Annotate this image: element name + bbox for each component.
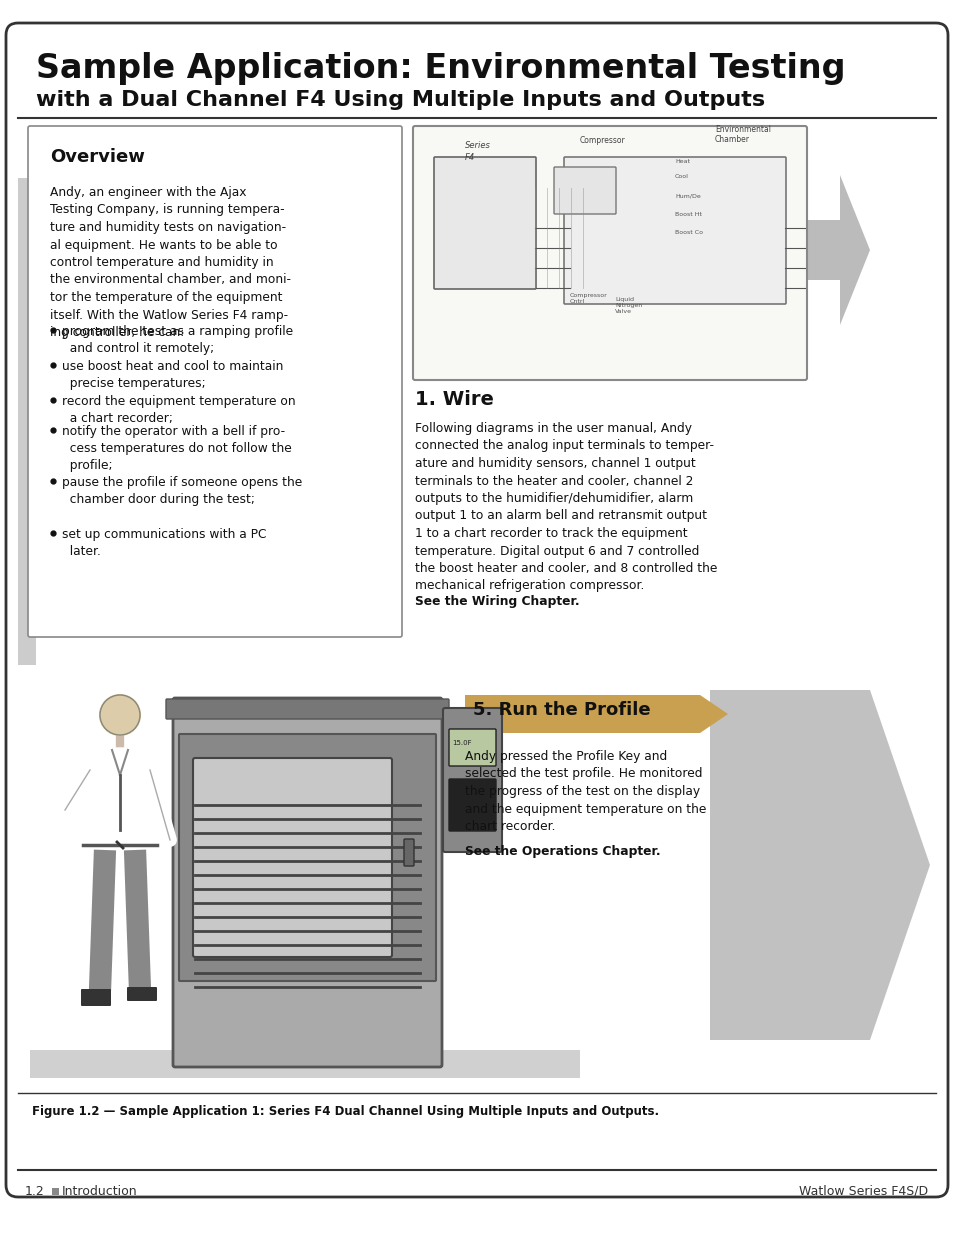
FancyBboxPatch shape — [434, 157, 536, 289]
Text: 1.2: 1.2 — [25, 1186, 45, 1198]
Text: Andy, an engineer with the Ajax
Testing Company, is running tempera-
ture and hu: Andy, an engineer with the Ajax Testing … — [50, 186, 291, 338]
Text: Compressor
Cntrl: Compressor Cntrl — [569, 293, 607, 304]
Text: 15.0F: 15.0F — [452, 740, 471, 746]
FancyBboxPatch shape — [449, 729, 496, 766]
FancyBboxPatch shape — [563, 157, 785, 304]
FancyBboxPatch shape — [166, 699, 449, 719]
Text: Sample Application: Environmental Testing: Sample Application: Environmental Testin… — [36, 52, 844, 85]
Text: Following diagrams in the user manual, Andy
connected the analog input terminals: Following diagrams in the user manual, A… — [415, 422, 717, 593]
Text: Cool: Cool — [675, 174, 688, 179]
Text: Series: Series — [464, 141, 491, 149]
FancyBboxPatch shape — [193, 758, 392, 957]
Text: pause the profile if someone opens the
  chamber door during the test;: pause the profile if someone opens the c… — [62, 475, 302, 506]
FancyBboxPatch shape — [52, 1188, 59, 1195]
Text: use boost heat and cool to maintain
  precise temperatures;: use boost heat and cool to maintain prec… — [62, 359, 283, 390]
Text: record the equipment temperature on
  a chart recorder;: record the equipment temperature on a ch… — [62, 395, 295, 425]
FancyBboxPatch shape — [81, 989, 111, 1007]
Text: F4: F4 — [464, 153, 475, 162]
Text: notify the operator with a bell if pro-
  cess temperatures do not follow the
  : notify the operator with a bell if pro- … — [62, 425, 292, 472]
Text: set up communications with a PC
  later.: set up communications with a PC later. — [62, 529, 266, 558]
FancyBboxPatch shape — [30, 1050, 579, 1078]
FancyBboxPatch shape — [413, 126, 806, 380]
Text: Watlow Series F4S/D: Watlow Series F4S/D — [798, 1186, 927, 1198]
Text: Introduction: Introduction — [62, 1186, 137, 1198]
FancyBboxPatch shape — [127, 987, 157, 1002]
Text: Overview: Overview — [50, 148, 145, 165]
Polygon shape — [82, 748, 158, 850]
Text: Hum/De: Hum/De — [675, 194, 700, 199]
Text: Liquid
Nitrogen
Valve: Liquid Nitrogen Valve — [615, 298, 641, 314]
Text: Environmental
Chamber: Environmental Chamber — [714, 125, 770, 144]
Polygon shape — [709, 690, 929, 1040]
Circle shape — [474, 782, 479, 788]
FancyBboxPatch shape — [403, 839, 414, 866]
Text: See the Wiring Chapter.: See the Wiring Chapter. — [415, 595, 579, 608]
Circle shape — [484, 782, 491, 788]
FancyBboxPatch shape — [449, 779, 496, 831]
Circle shape — [462, 782, 469, 788]
Text: Figure 1.2 — Sample Application 1: Series F4 Dual Channel Using Multiple Inputs : Figure 1.2 — Sample Application 1: Serie… — [32, 1105, 659, 1118]
FancyBboxPatch shape — [442, 708, 501, 852]
FancyBboxPatch shape — [28, 126, 401, 637]
Circle shape — [100, 695, 140, 735]
Circle shape — [452, 782, 457, 788]
Text: with a Dual Channel F4 Using Multiple Inputs and Outputs: with a Dual Channel F4 Using Multiple In… — [36, 90, 764, 110]
Text: Compressor: Compressor — [579, 136, 625, 144]
FancyBboxPatch shape — [18, 178, 36, 664]
Text: Boost Co: Boost Co — [675, 230, 702, 235]
Text: 1. Wire: 1. Wire — [415, 390, 494, 409]
FancyBboxPatch shape — [179, 734, 436, 981]
Polygon shape — [464, 695, 727, 734]
Text: Heat: Heat — [675, 159, 689, 164]
Text: Boost Ht: Boost Ht — [675, 212, 701, 217]
Text: Andy pressed the Profile Key and
selected the test profile. He monitored
the pro: Andy pressed the Profile Key and selecte… — [464, 750, 705, 832]
FancyBboxPatch shape — [554, 167, 616, 214]
Text: See the Operations Chapter.: See the Operations Chapter. — [464, 845, 659, 858]
Text: program the test as a ramping profile
  and control it remotely;: program the test as a ramping profile an… — [62, 325, 293, 354]
FancyBboxPatch shape — [172, 698, 441, 1067]
FancyBboxPatch shape — [6, 23, 947, 1197]
Text: 5. Run the Profile: 5. Run the Profile — [473, 701, 650, 719]
Polygon shape — [804, 175, 869, 325]
